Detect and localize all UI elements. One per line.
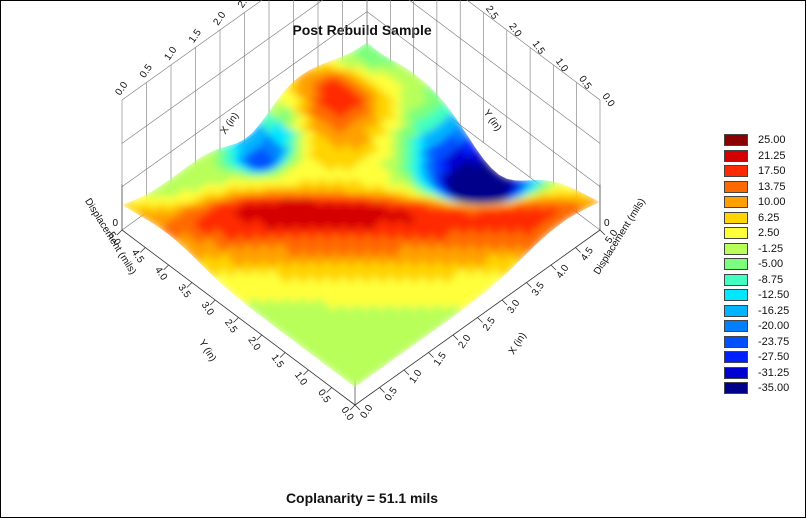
x-axis-label-back: X (in) (219, 111, 242, 137)
legend-swatch (724, 180, 748, 193)
legend-swatch (724, 242, 748, 255)
legend-entry: 21.25 (724, 149, 804, 165)
y-back-tick-label: 0.0 (600, 91, 617, 109)
coplanarity-label: Coplanarity = 51.1 mils (285, 490, 439, 506)
legend-label: 13.75 (758, 180, 786, 193)
legend-entry: -23.75 (724, 335, 804, 351)
x-tick-label: 3.5 (530, 280, 547, 298)
legend-swatch (724, 351, 748, 363)
x-back-tick-label: 2.0 (211, 10, 228, 28)
color-legend: 25.00 21.25 17.50 13.75 10.00 6.25 2.50 -1.25 -5… (724, 133, 804, 397)
y-back-tick-label: 1.5 (530, 39, 547, 57)
legend-swatch (724, 149, 748, 162)
y-tick-label: 1.5 (269, 353, 286, 371)
legend-label: -31.25 (758, 366, 790, 379)
z-tick-label: 0 (112, 218, 118, 229)
legend-label: -5.00 (758, 258, 784, 270)
legend-swatch (724, 134, 748, 146)
legend-label: -27.50 (758, 351, 790, 363)
x-back-tick-label: 1.5 (187, 27, 204, 45)
legend-swatch (724, 273, 748, 286)
x-tick-label: 4.5 (579, 245, 596, 263)
x-tick-label: 2.0 (456, 333, 473, 351)
legend-swatch (724, 366, 748, 379)
legend-entry: 13.75 (724, 180, 804, 196)
back-walls (121, 0, 601, 405)
legend-swatch (724, 227, 748, 239)
y-tick-label: 2.0 (245, 335, 262, 353)
x-back-tick-label: 1.0 (162, 45, 179, 63)
y-tick-label: 3.5 (175, 283, 192, 301)
legend-label: 25.00 (758, 134, 786, 146)
z-tick-label: 0 (604, 218, 610, 229)
legend-entry: -16.25 (724, 304, 804, 320)
y-tick-label: 3.0 (199, 300, 216, 318)
legend-entry: -5.00 (724, 257, 804, 273)
legend-label: 2.50 (758, 227, 780, 239)
x-back-tick-label: 0.5 (138, 62, 155, 80)
legend-entry: -31.25 (724, 366, 804, 382)
legend-swatch (724, 382, 748, 394)
legend-entry: -27.50 (724, 350, 804, 366)
surface-mesh (122, 42, 600, 388)
legend-label: 10.00 (758, 196, 786, 208)
legend-label: 21.25 (758, 149, 786, 162)
legend-swatch (724, 211, 748, 224)
legend-swatch (724, 196, 748, 208)
legend-swatch (724, 304, 748, 317)
x-axis-label-front: X (in) (507, 331, 529, 357)
y-tick-label: 1.0 (292, 370, 309, 388)
y-tick-label: 0.0 (339, 405, 356, 423)
x-back-tick-label: 2.5 (236, 0, 253, 10)
legend-entry: 6.25 (724, 211, 804, 227)
y-back-tick-label: 3.0 (460, 0, 477, 4)
legend-entry: -1.25 (724, 242, 804, 258)
legend-entry: 17.50 (724, 164, 804, 180)
legend-label: 6.25 (758, 211, 780, 224)
x-back-tick-label: 0.0 (113, 80, 130, 98)
legend-label: -16.25 (758, 304, 790, 317)
x-tick-label: 1.5 (432, 350, 449, 368)
legend-label: 17.50 (758, 165, 786, 177)
legend-swatch (724, 335, 748, 348)
y-axis-label-front: Y (in) (196, 338, 218, 364)
legend-entry: 25.00 (724, 133, 804, 149)
surface-cell (346, 374, 365, 388)
y-tick-label: 4.0 (152, 265, 169, 283)
y-back-tick-label: 1.0 (553, 56, 570, 74)
legend-entry: -20.00 (724, 319, 804, 335)
y-tick-label: 2.5 (222, 318, 239, 336)
legend-swatch (724, 320, 748, 332)
legend-label: -1.25 (758, 242, 784, 255)
legend-swatch (724, 165, 748, 177)
legend-entry: -35.00 (724, 381, 804, 397)
legend-entry: -8.75 (724, 273, 804, 289)
legend-entry: 10.00 (724, 195, 804, 211)
x-tick-label: 0.5 (383, 385, 400, 403)
legend-swatch (724, 258, 748, 270)
x-tick-label: 0.0 (358, 403, 375, 421)
legend-label: -12.50 (758, 289, 790, 301)
x-tick-label: 3.0 (505, 298, 522, 316)
legend-label: -20.00 (758, 320, 790, 332)
x-tick-label: 1.0 (407, 368, 424, 386)
legend-entry: 2.50 (724, 226, 804, 242)
y-back-tick-label: 2.5 (483, 4, 500, 22)
x-tick-label: 2.5 (481, 315, 498, 333)
legend-label: -8.75 (758, 273, 784, 286)
legend-entry: -12.50 (724, 288, 804, 304)
y-back-tick-label: 2.0 (506, 21, 523, 39)
y-back-tick-label: 0.5 (576, 74, 593, 92)
y-tick-label: 0.5 (315, 388, 332, 406)
x-tick-label: 4.0 (554, 263, 571, 281)
legend-label: -35.00 (758, 382, 790, 394)
legend-swatch (724, 289, 748, 301)
legend-label: -23.75 (758, 335, 790, 348)
